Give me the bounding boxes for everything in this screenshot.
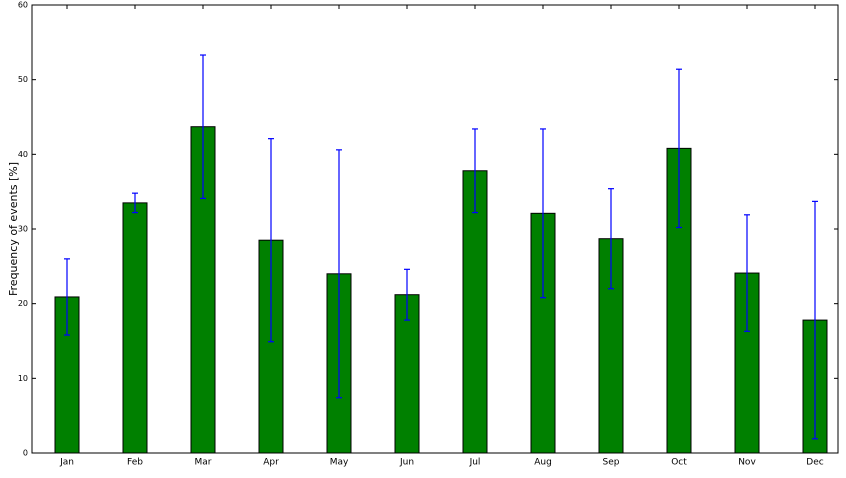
bar	[122, 202, 148, 454]
error-bar	[472, 128, 478, 214]
y-tick-label: 50	[18, 75, 28, 84]
x-tick-label: Jan	[59, 458, 74, 468]
error-bar	[676, 68, 682, 229]
y-axis-label: Frequency of events [%]	[7, 162, 20, 296]
x-tick-label: Jul	[469, 458, 481, 468]
y-tick-label: 40	[18, 150, 28, 159]
error-bar	[812, 200, 818, 440]
error-bar	[336, 149, 342, 399]
plot-frame	[31, 4, 839, 454]
y-tick-label: 10	[18, 374, 28, 383]
y-tick-label: 0	[23, 449, 28, 458]
bar	[462, 170, 488, 454]
y-tick-label: 60	[18, 1, 28, 10]
error-bar	[744, 214, 750, 332]
y-tick-label: 20	[18, 299, 28, 308]
error-bar	[200, 54, 206, 199]
error-bar	[404, 268, 410, 321]
error-bar	[540, 128, 546, 299]
error-bar	[64, 258, 70, 336]
error-bar	[132, 192, 138, 214]
x-tick-label: Mar	[195, 458, 212, 468]
y-tick-label: 30	[18, 225, 28, 234]
x-tick-label: Dec	[806, 458, 823, 468]
x-tick-label: May	[330, 458, 349, 468]
x-tick-label: Feb	[127, 458, 143, 468]
error-bar	[608, 188, 614, 290]
x-tick-label: Jun	[399, 458, 414, 468]
x-tick-label: Oct	[671, 458, 687, 468]
x-tick-label: Nov	[738, 458, 756, 468]
x-tick-label: Apr	[263, 458, 279, 468]
error-bar	[268, 138, 274, 343]
x-tick-label: Sep	[603, 458, 620, 468]
x-tick-label: Aug	[534, 458, 552, 468]
